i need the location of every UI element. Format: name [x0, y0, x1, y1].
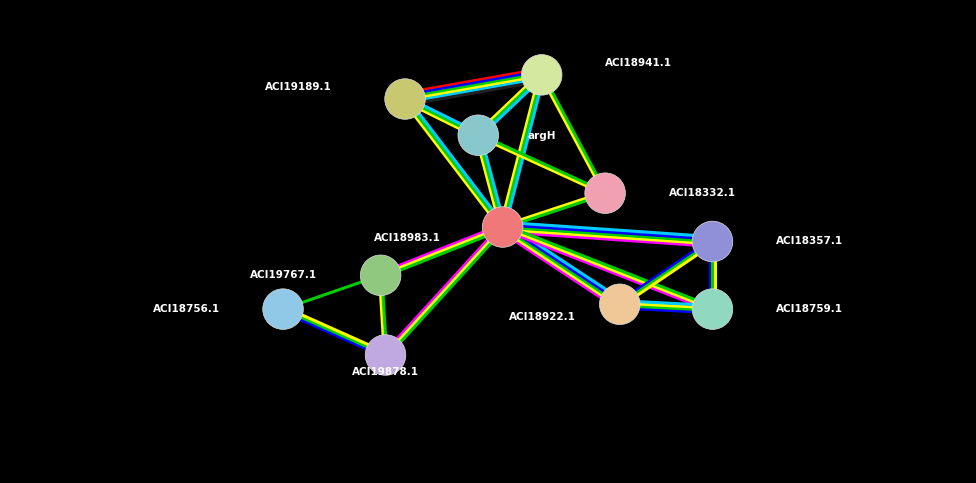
- Ellipse shape: [599, 284, 640, 325]
- Text: ACI19189.1: ACI19189.1: [265, 82, 332, 92]
- Ellipse shape: [263, 289, 304, 329]
- Ellipse shape: [521, 55, 562, 95]
- Ellipse shape: [385, 79, 426, 119]
- Ellipse shape: [482, 207, 523, 247]
- Ellipse shape: [692, 289, 733, 329]
- Ellipse shape: [365, 335, 406, 375]
- Text: ACI19878.1: ACI19878.1: [352, 367, 419, 377]
- Text: ACI18922.1: ACI18922.1: [508, 313, 576, 322]
- Text: ACI18332.1: ACI18332.1: [669, 188, 736, 198]
- Text: ACI18756.1: ACI18756.1: [152, 304, 220, 314]
- Text: ACI18357.1: ACI18357.1: [776, 237, 843, 246]
- Text: ACI18941.1: ACI18941.1: [605, 58, 672, 68]
- Text: argH: argH: [527, 131, 555, 141]
- Ellipse shape: [585, 173, 626, 213]
- Text: ACI19767.1: ACI19767.1: [250, 270, 317, 280]
- Text: ACI18983.1: ACI18983.1: [374, 233, 441, 242]
- Text: ACI18759.1: ACI18759.1: [776, 304, 843, 314]
- Ellipse shape: [360, 255, 401, 296]
- Ellipse shape: [458, 115, 499, 156]
- Ellipse shape: [692, 221, 733, 262]
